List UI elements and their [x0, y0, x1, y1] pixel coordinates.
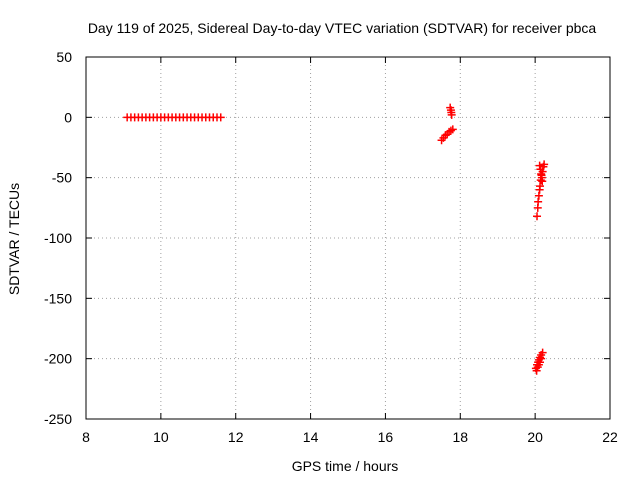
x-tick-label: 16 — [378, 429, 394, 445]
grid-layer — [86, 57, 610, 419]
y-tick-label: -200 — [44, 351, 72, 367]
x-axis-label: GPS time / hours — [292, 458, 399, 474]
y-tick-label: -250 — [44, 411, 72, 427]
data-point — [538, 348, 547, 357]
x-tick-label: 20 — [527, 429, 543, 445]
data-point — [538, 177, 547, 186]
data-point — [536, 358, 545, 367]
plot-frame — [85, 56, 611, 420]
data-point — [540, 160, 549, 169]
data-point — [447, 110, 456, 119]
x-tick-label: 14 — [303, 429, 319, 445]
data-point — [441, 131, 450, 140]
y-tick-label: 0 — [64, 109, 72, 125]
x-tick-label: 18 — [452, 429, 468, 445]
y-tick-label: 50 — [56, 49, 72, 65]
y-tick-label: -150 — [44, 290, 72, 306]
x-tick-label: 12 — [228, 429, 244, 445]
data-points — [123, 103, 549, 375]
x-tick-label: 10 — [153, 429, 169, 445]
data-point — [532, 366, 541, 375]
x-tick-label: 8 — [82, 429, 90, 445]
y-tick-label: -100 — [44, 230, 72, 246]
y-axis-label: SDTVAR / TECUs — [6, 183, 22, 295]
y-tick-label: -50 — [52, 170, 72, 186]
chart-title: Day 119 of 2025, Sidereal Day-to-day VTE… — [88, 20, 597, 36]
data-point — [446, 126, 455, 135]
data-point — [216, 113, 225, 122]
data-point — [537, 354, 546, 363]
x-tick-label: 22 — [602, 429, 618, 445]
data-point — [448, 125, 457, 134]
data-point — [533, 212, 542, 221]
ticks-layer: 8 10 12 14 16 18 20 22 -250 -200 -150 -100 -50 0 50 — [44, 49, 618, 445]
